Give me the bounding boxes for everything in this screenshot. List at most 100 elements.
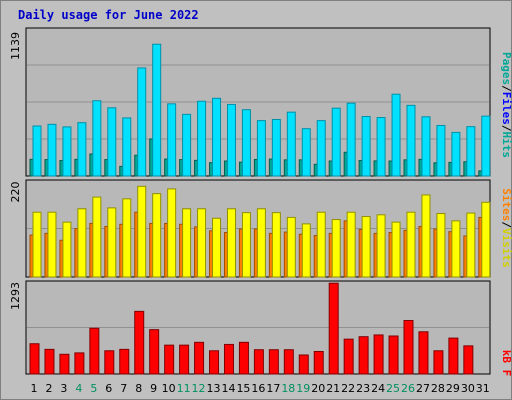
bar-kb-f-day-24 [373,334,384,375]
x-tick-label-18: 18 [281,382,295,395]
legend-pages: Pages [500,52,512,85]
bar-kb-f-day-7 [119,348,130,375]
x-tick-label-19: 19 [296,382,310,395]
bar-visits-day-19 [301,223,311,278]
x-tick-label-20: 20 [311,382,325,395]
bar-visits-day-8 [137,185,147,278]
bar-visits-day-18 [286,216,296,278]
x-tick-label-29: 29 [446,382,460,395]
bar-kb-f-day-10 [164,344,175,375]
bar-visits-day-21 [331,219,341,278]
bar-kb-f-day-20 [313,350,324,375]
legend-sep-2: / [500,125,512,132]
bar-kb-f-day-3 [59,353,70,375]
bar-hits-day-14 [226,103,236,177]
bar-visits-day-28 [436,213,446,278]
legend-kbf: kB F [500,350,512,377]
bar-kb-f-day-19 [298,354,309,375]
bar-hits-day-16 [256,120,266,177]
x-tick-label-26: 26 [401,382,415,395]
legend-bottom: kB F [500,350,512,377]
x-tick-label-13: 13 [207,382,221,395]
bar-visits-day-15 [241,212,251,278]
bar-visits-day-14 [226,208,236,278]
bar-kb-f-day-4 [74,352,85,375]
x-tick-label-2: 2 [45,382,52,395]
bar-hits-day-28 [436,124,446,177]
legend-hits: Hits [500,132,512,159]
bar-visits-day-7 [122,198,132,278]
bar-visits-day-26 [406,211,416,278]
bar-hits-day-20 [316,120,326,177]
y-tick-bottom: 1293 [9,282,22,310]
bar-visits-day-27 [421,194,431,278]
legend-sep-3: / [500,221,512,228]
bar-visits-day-5 [92,196,102,278]
bar-hits-day-18 [286,111,296,177]
chart-title: Daily usage for June 2022 [18,8,199,22]
bar-visits-day-24 [376,214,386,278]
bar-kb-f-day-30 [463,345,474,375]
bar-visits-day-31 [481,201,491,278]
bar-visits-day-30 [466,212,476,278]
bar-hits-day-6 [107,107,117,177]
x-tick-label-14: 14 [221,382,235,395]
legend-files: Files [500,92,512,125]
x-tick-label-22: 22 [341,382,355,395]
x-tick-label-9: 9 [150,382,157,395]
y-tick-top: 1139 [9,32,22,60]
bar-hits-day-30 [466,126,476,177]
x-tick-label-8: 8 [135,382,142,395]
bar-kb-f-day-15 [238,341,249,375]
bar-hits-day-4 [77,122,87,177]
bar-hits-day-29 [451,131,461,177]
bar-kb-f-day-28 [433,350,444,375]
legend-sep-1: / [500,85,512,92]
legend-sites: Sites [500,188,512,221]
x-tick-label-15: 15 [236,382,250,395]
bar-kb-f-day-29 [448,337,459,375]
legend-visits: Visits [500,228,512,268]
panel-middle-bars [29,185,491,278]
bar-hits-day-5 [92,100,102,177]
x-tick-label-23: 23 [356,382,370,395]
bar-kb-f-day-13 [209,350,220,375]
x-tick-label-27: 27 [416,382,430,395]
bar-hits-day-26 [406,104,416,177]
bar-kb-f-day-18 [283,349,294,375]
bar-kb-f-day-27 [418,331,429,375]
bar-hits-day-27 [421,116,431,177]
bar-hits-day-10 [167,103,177,177]
bar-visits-day-20 [316,211,326,278]
bar-hits-day-31 [481,115,491,177]
bar-visits-day-10 [167,188,177,278]
bar-hits-day-8 [137,67,147,177]
bar-kb-f-day-8 [134,310,145,375]
bar-hits-day-1 [32,125,42,177]
bar-kb-f-day-16 [253,349,264,375]
x-tick-label-16: 16 [251,382,265,395]
bar-hits-day-17 [271,118,281,177]
bar-hits-day-24 [376,117,386,177]
x-tick-label-31: 31 [476,382,490,395]
bar-kb-f-day-23 [358,336,369,375]
x-tick-label-10: 10 [162,382,176,395]
bar-hits-day-2 [47,123,57,177]
bar-hits-day-13 [212,97,222,177]
bar-visits-day-1 [32,211,42,278]
bar-visits-day-3 [62,221,72,278]
x-tick-label-21: 21 [326,382,340,395]
bar-visits-day-16 [256,208,266,278]
bar-hits-day-11 [182,113,192,177]
x-tick-label-24: 24 [371,382,385,395]
bar-kb-f-day-9 [149,329,160,375]
bar-kb-f-day-21 [328,282,339,375]
bar-hits-day-25 [391,93,401,177]
panel-top-bars [29,43,491,177]
bar-hits-day-9 [152,43,162,177]
y-tick-middle: 220 [9,182,22,203]
bar-visits-day-22 [346,211,356,278]
x-tick-label-7: 7 [120,382,127,395]
bar-visits-day-12 [197,208,207,278]
bar-visits-day-6 [107,207,117,278]
